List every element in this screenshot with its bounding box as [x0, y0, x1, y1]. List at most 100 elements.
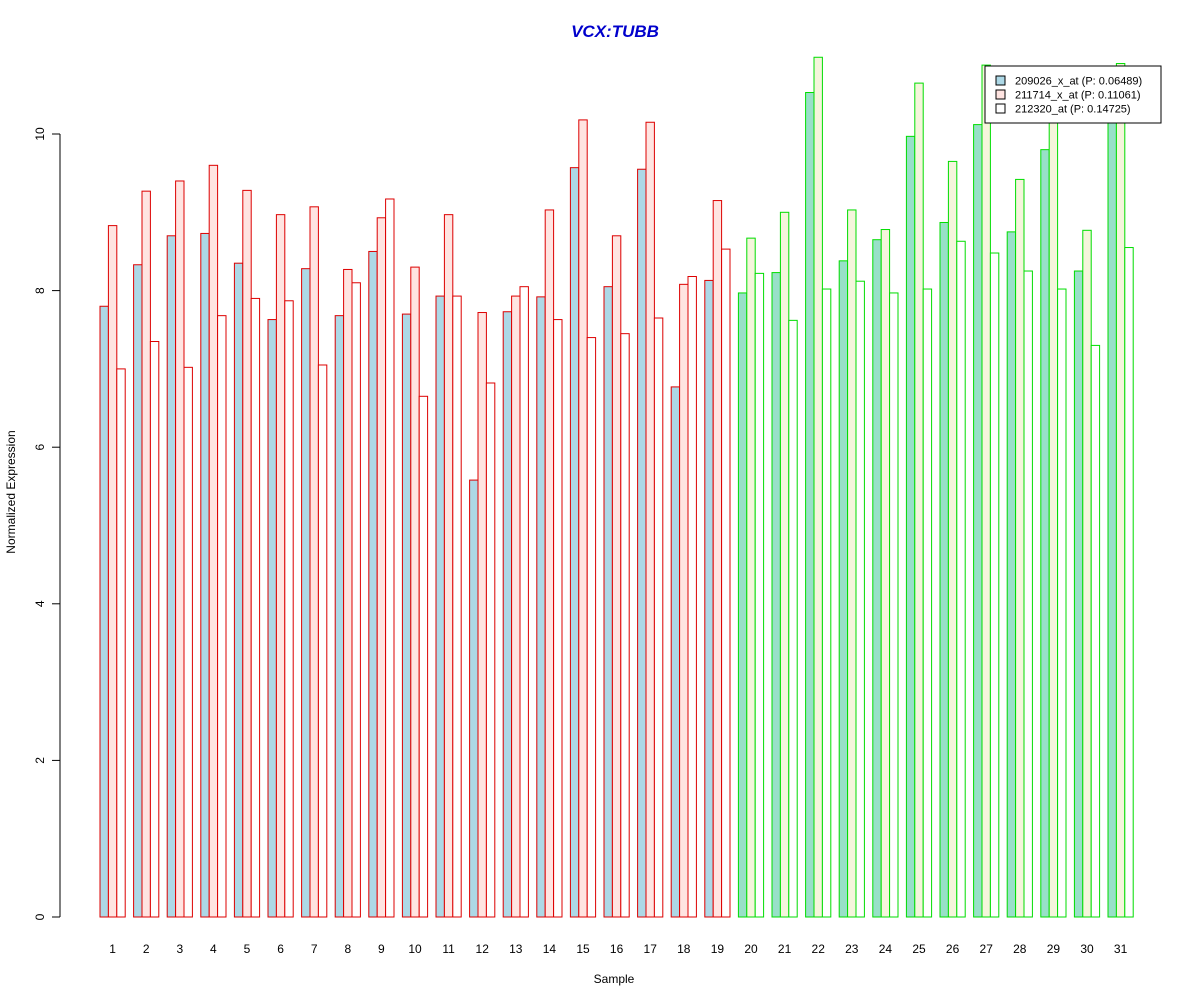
y-axis-label: Normalized Expression: [4, 430, 18, 553]
bar-s1-sample-1: [99, 305, 109, 918]
bar-s3-sample-23: [855, 280, 865, 918]
bar-s2-sample-22: [813, 56, 823, 918]
x-axis-label: Sample: [594, 972, 635, 986]
bar-s1-sample-8: [334, 315, 345, 918]
bar-s2-sample-15: [578, 119, 588, 918]
legend-swatch: [995, 75, 1006, 86]
x-tick-label: 29: [1047, 942, 1061, 956]
bar-s2-sample-11: [443, 214, 454, 918]
legend-box: [984, 65, 1162, 124]
bar-s1-sample-27: [973, 124, 983, 918]
bar-s1-sample-19: [704, 279, 714, 918]
bar-s3-sample-30: [1090, 344, 1101, 918]
bar-s1-sample-16: [603, 286, 613, 918]
bar-s2-sample-1: [107, 225, 118, 918]
y-tick-label: 6: [33, 444, 47, 451]
bar-s1-sample-10: [401, 313, 412, 918]
legend-swatch: [995, 103, 1006, 114]
bar-s3-sample-7: [317, 364, 328, 918]
bar-s2-sample-5: [242, 189, 252, 918]
bar-s3-sample-6: [284, 300, 294, 918]
bar-s3-sample-4: [217, 315, 227, 918]
bar-s1-sample-6: [267, 319, 277, 918]
x-tick-label: 31: [1114, 942, 1128, 956]
bar-s3-sample-17: [653, 317, 664, 918]
bar-s1-sample-18: [670, 386, 681, 918]
x-tick-label: 27: [980, 942, 994, 956]
bar-s2-sample-28: [1015, 178, 1025, 918]
bar-s1-sample-21: [771, 272, 781, 918]
x-tick-label: 30: [1080, 942, 1094, 956]
x-tick-label: 9: [378, 942, 385, 956]
bar-s3-sample-26: [956, 240, 966, 918]
bar-s3-sample-8: [351, 282, 361, 918]
legend-swatch: [995, 89, 1006, 100]
bar-s1-sample-7: [301, 268, 311, 918]
bar-s2-sample-30: [1082, 229, 1092, 918]
x-tick-label: 8: [344, 942, 351, 956]
y-tick-label: 0: [33, 913, 47, 920]
bar-s2-sample-23: [847, 209, 857, 918]
bar-s3-sample-21: [788, 319, 798, 918]
x-tick-label: 6: [277, 942, 284, 956]
bar-s3-sample-9: [385, 198, 395, 918]
bar-s2-sample-17: [645, 121, 655, 918]
bar-s1-sample-14: [536, 296, 546, 918]
bar-s2-sample-21: [779, 211, 790, 918]
bar-s3-sample-12: [485, 382, 496, 918]
y-tick-label: 10: [33, 127, 47, 141]
x-tick-label: 18: [677, 942, 691, 956]
x-tick-label: 10: [408, 942, 422, 956]
x-tick-label: 15: [576, 942, 590, 956]
bar-s1-sample-13: [502, 311, 513, 918]
bar-s2-sample-20: [746, 237, 756, 918]
bar-s1-sample-20: [737, 292, 748, 918]
x-axis: 1 2 3 4 5 6 7 8 9 10 11 12 13 14 15 16 17 18 19 20 21 22 23 24 2…: [109, 942, 1127, 956]
bar-s1-sample-30: [1073, 270, 1084, 918]
bar-s1-sample-26: [939, 221, 949, 918]
bar-s3-sample-20: [754, 272, 765, 918]
bar-s2-sample-3: [175, 180, 185, 918]
bar-s2-sample-2: [141, 190, 151, 918]
y-tick-label: 2: [33, 757, 47, 764]
bar-s1-sample-2: [133, 264, 143, 918]
bar-s3-sample-15: [586, 337, 597, 918]
bar-s1-sample-3: [166, 235, 177, 918]
bar-s3-sample-5: [250, 297, 261, 918]
x-tick-label: 11: [442, 942, 455, 956]
bar-s3-sample-13: [519, 286, 529, 918]
bar-s1-sample-24: [872, 239, 882, 918]
bar-s1-sample-29: [1040, 149, 1050, 918]
x-tick-label: 25: [912, 942, 926, 956]
x-tick-label: 5: [244, 942, 251, 956]
y-tick-label: 8: [33, 287, 47, 294]
x-tick-label: 26: [946, 942, 960, 956]
x-tick-label: 1: [109, 942, 116, 956]
bar-s1-sample-31: [1107, 107, 1117, 918]
bar-s3-sample-27: [989, 252, 1000, 918]
bars-layer: [99, 56, 1134, 918]
bar-s3-sample-31: [1124, 247, 1134, 918]
bar-s2-sample-16: [611, 235, 622, 918]
x-tick-label: 24: [879, 942, 893, 956]
bar-s3-sample-10: [418, 395, 429, 918]
bar-s3-sample-14: [553, 319, 563, 918]
bar-s3-sample-24: [889, 292, 899, 918]
bar-s2-sample-25: [914, 82, 924, 918]
bar-s2-sample-6: [275, 214, 286, 918]
bar-s2-sample-10: [410, 266, 420, 918]
x-tick-label: 12: [476, 942, 490, 956]
bar-s1-sample-12: [469, 479, 479, 918]
bar-s1-sample-15: [569, 167, 580, 918]
legend-label: 211714_x_at (P: 0.11061): [1015, 90, 1141, 102]
x-tick-label: 21: [778, 942, 792, 956]
bar-s3-sample-18: [687, 276, 697, 918]
bar-s2-sample-9: [376, 217, 387, 918]
bar-s2-sample-27: [981, 64, 991, 918]
bar-s1-sample-22: [805, 92, 815, 918]
bar-s3-sample-16: [620, 333, 630, 918]
bar-s1-sample-17: [637, 168, 647, 918]
bar-s2-sample-26: [947, 160, 958, 918]
bar-s1-sample-25: [905, 135, 916, 918]
